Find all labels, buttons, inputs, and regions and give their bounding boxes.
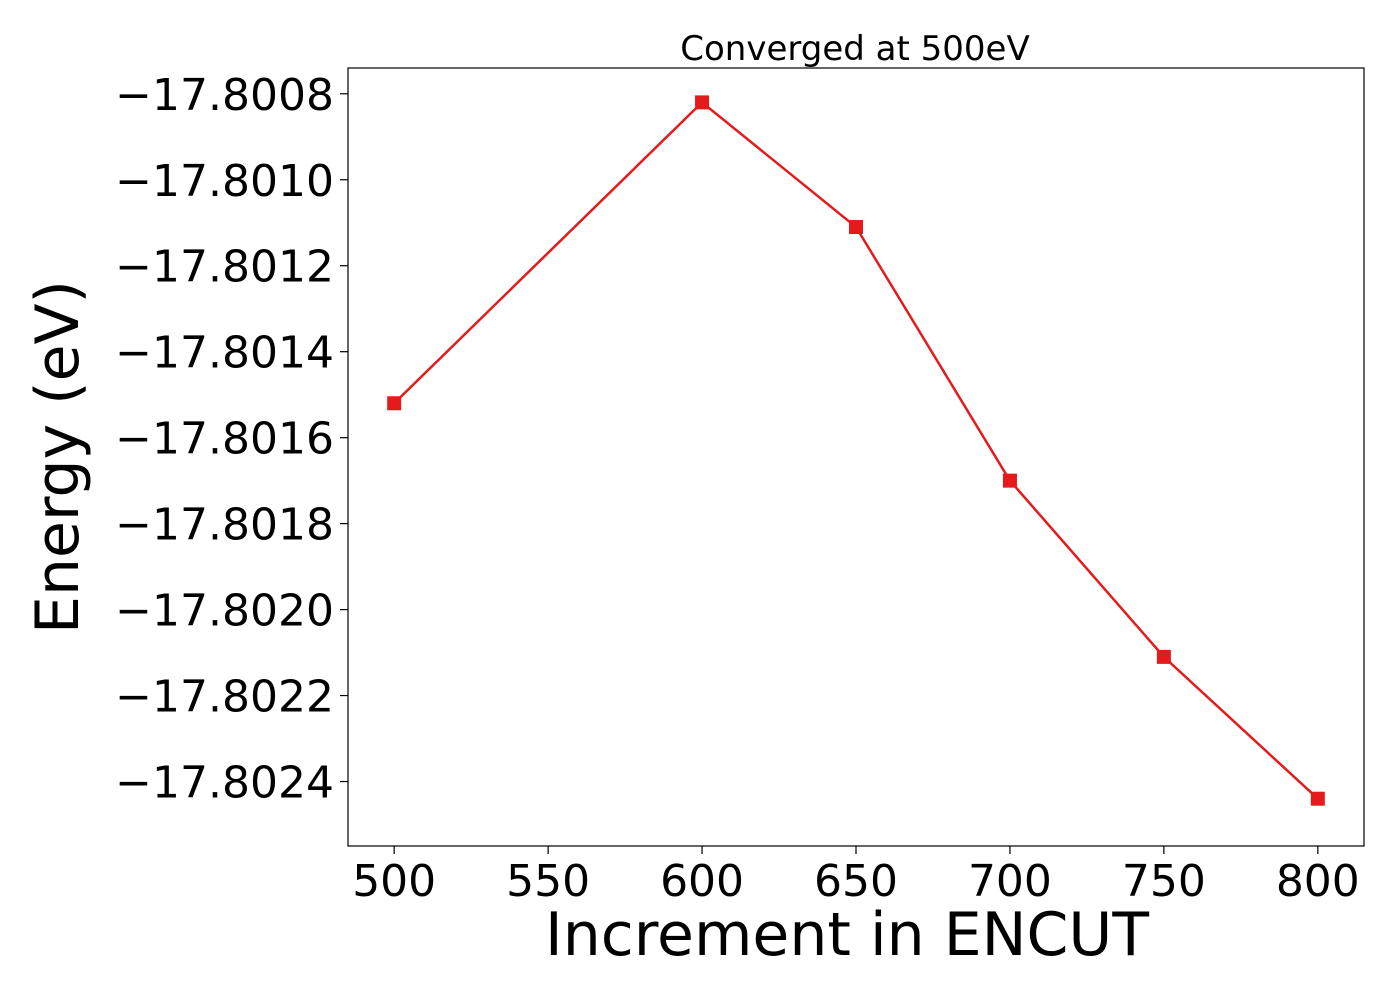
x-tick-label: 500 xyxy=(352,856,436,907)
data-point-marker xyxy=(387,396,402,411)
data-point-marker xyxy=(849,220,863,235)
y-tick-label: −17.8012 xyxy=(115,242,334,293)
x-tick-label: 650 xyxy=(814,856,898,907)
series-layer xyxy=(387,95,1325,806)
y-tick-label: −17.8020 xyxy=(115,586,334,637)
y-tick-label: −17.8014 xyxy=(115,328,334,379)
x-axis-title: Increment in ENCUT xyxy=(545,900,1149,970)
y-tick-label: −17.8024 xyxy=(115,758,334,809)
y-tick-label: −17.8016 xyxy=(115,414,334,465)
data-point-marker xyxy=(695,95,710,110)
y-tick-label: −17.8018 xyxy=(115,500,334,551)
y-axis-title: Energy (eV) xyxy=(23,280,93,634)
x-tick-label: 600 xyxy=(660,856,744,907)
x-tick-label: 750 xyxy=(1122,856,1206,907)
y-tick-label: −17.8008 xyxy=(115,70,334,121)
data-point-marker xyxy=(1002,473,1017,488)
data-point-marker xyxy=(1310,791,1325,806)
chart-title: Converged at 500eV xyxy=(680,29,1029,69)
series-line xyxy=(393,100,1319,800)
x-axis-ticks: 500 550 600 650 700 750 800 xyxy=(352,846,1360,907)
y-tick-label: −17.8022 xyxy=(115,672,334,723)
plot-frame xyxy=(347,67,1365,847)
y-tick-label: −17.8010 xyxy=(115,156,334,207)
x-tick-label: 800 xyxy=(1276,856,1360,907)
x-tick-label: 700 xyxy=(968,856,1052,907)
data-point-marker xyxy=(1156,649,1171,664)
x-tick-label: 550 xyxy=(506,856,590,907)
y-axis-ticks: −17.8008 −17.8010 −17.8012 −17.8014 −17.8016… xyxy=(115,70,348,809)
